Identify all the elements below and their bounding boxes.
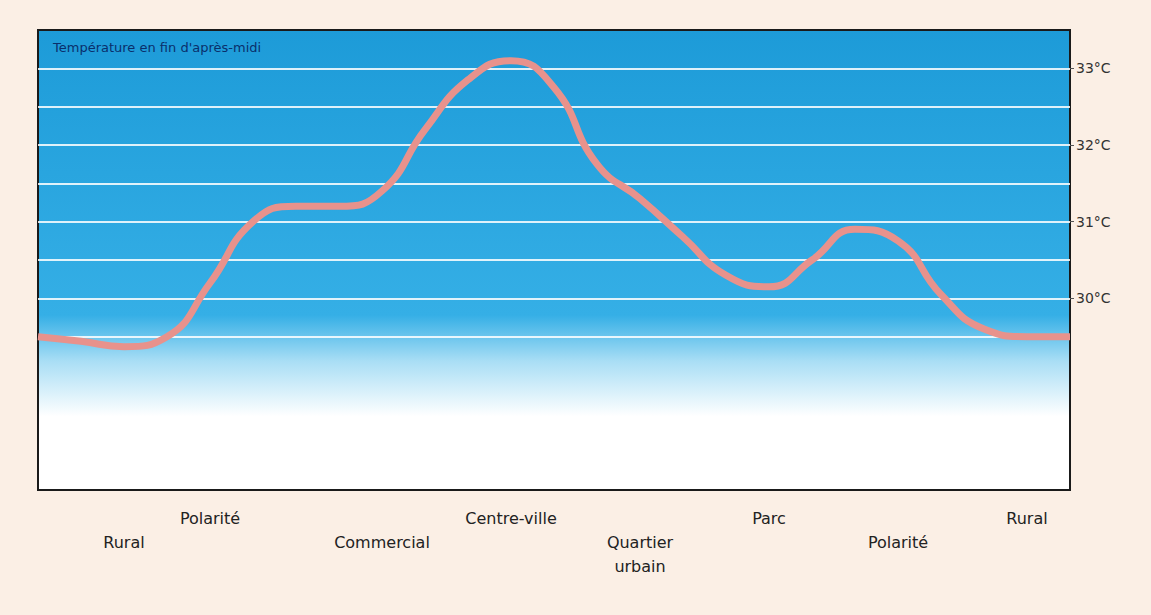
svg-text:31°C: 31°C bbox=[1076, 214, 1111, 230]
svg-text:Parc: Parc bbox=[752, 509, 786, 528]
svg-text:Polarité: Polarité bbox=[180, 509, 240, 528]
svg-text:Commercial: Commercial bbox=[334, 533, 430, 552]
svg-text:Rural: Rural bbox=[103, 533, 144, 552]
svg-text:Rural: Rural bbox=[1006, 509, 1047, 528]
svg-text:urbain: urbain bbox=[614, 557, 665, 576]
svg-text:32°C: 32°C bbox=[1076, 137, 1111, 153]
svg-text:33°C: 33°C bbox=[1076, 60, 1111, 76]
svg-text:Centre-ville: Centre-ville bbox=[465, 509, 557, 528]
svg-text:Température en fin d'après-mid: Température en fin d'après-midi bbox=[52, 40, 261, 55]
svg-text:Polarité: Polarité bbox=[868, 533, 928, 552]
svg-text:30°C: 30°C bbox=[1076, 290, 1111, 306]
svg-text:Quartier: Quartier bbox=[607, 533, 674, 552]
